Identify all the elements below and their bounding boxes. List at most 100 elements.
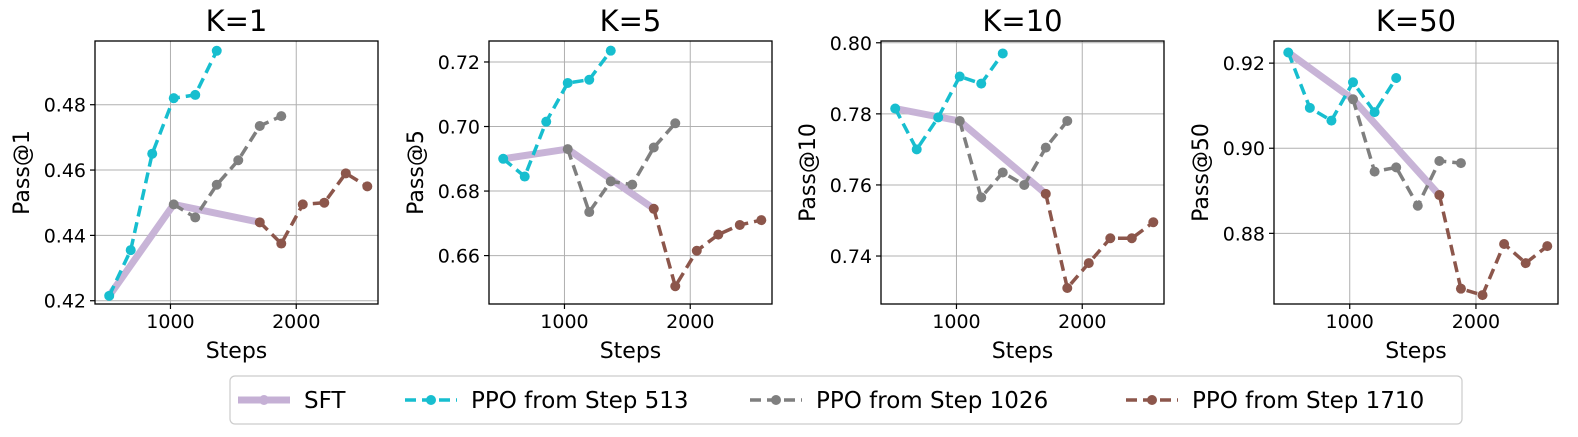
legend: SFT PPO from Step 513 PPO from Step 1026 PP…	[229, 375, 1463, 425]
y-tick-label: 0.88	[1223, 223, 1265, 245]
legend-box	[229, 375, 1463, 425]
x-tick-label: 1000	[932, 311, 980, 333]
data-point	[1369, 107, 1380, 118]
series-line-ppo-from-step-1710	[1044, 193, 1155, 290]
data-point	[1499, 238, 1510, 249]
plot-area	[890, 48, 1159, 294]
data-point	[519, 171, 530, 182]
legend-label: PPO from Step 513	[471, 388, 689, 414]
legend-swatch-marker	[1147, 395, 1157, 405]
panels: 1000 20000.420.440.460.48K=1StepsPass@110…	[10, 4, 1559, 364]
data-point	[997, 48, 1008, 59]
x-axis-label: Steps	[992, 339, 1054, 364]
y-tick-label: 0.78	[830, 104, 872, 126]
chart-title: K=1	[206, 4, 268, 38]
y-tick-label: 0.46	[44, 160, 86, 182]
x-tick-label: 1000	[540, 311, 588, 333]
data-point	[168, 93, 179, 104]
y-axis-label: Pass@50	[1189, 123, 1214, 222]
data-point	[211, 45, 222, 56]
data-point	[1542, 241, 1553, 252]
panel-k10: 1000 2000 0.74 0.76 0.78 0.80 K=10 Steps Pass@10	[796, 4, 1165, 364]
panel-k5: 1000 2000 0.66 0.68 0.70 0.72 K=5 Steps Pass@5	[404, 4, 773, 364]
data-point	[1412, 200, 1423, 211]
data-point	[933, 112, 944, 123]
legend-label: PPO from Step 1710	[1192, 388, 1424, 414]
y-axis-label: Pass@5	[404, 130, 429, 215]
data-point	[1040, 188, 1051, 199]
y-tick-label: 0.68	[438, 181, 480, 203]
y-tick-label: 0.44	[44, 225, 86, 247]
legend-item-ppo-from-step-1710: PPO from Step 1710	[1126, 388, 1424, 414]
data-point	[362, 181, 373, 192]
data-point	[211, 179, 222, 190]
data-point	[1520, 258, 1531, 269]
y-tick-label: 0.90	[1223, 138, 1265, 160]
data-point	[691, 245, 702, 256]
series-line-ppo-from-step-1710	[258, 171, 369, 246]
panel-k1: 1000 2000 0.42 0.44 0.46 0.48 K=1 Steps Pass@1	[10, 4, 379, 364]
series-line-ppo-from-step-513	[1286, 51, 1398, 123]
data-point	[605, 45, 616, 56]
data-point	[648, 203, 659, 214]
data-point	[648, 142, 659, 153]
data-point	[890, 103, 901, 114]
data-point	[1434, 156, 1445, 167]
data-point	[627, 179, 638, 190]
plot-area	[104, 45, 373, 301]
data-point	[954, 115, 965, 126]
legend-item-ppo-from-step-513: PPO from Step 513	[405, 388, 689, 414]
chart-title: K=10	[982, 4, 1062, 38]
data-point	[562, 77, 573, 88]
data-point	[254, 120, 265, 131]
x-tick-label: 2000	[272, 311, 320, 333]
data-point	[976, 78, 987, 89]
data-point	[541, 116, 552, 127]
data-point	[584, 207, 595, 218]
series-line-sft	[1284, 49, 1443, 199]
y-tick-label: 0.66	[438, 246, 480, 268]
data-point	[562, 144, 573, 155]
data-point	[670, 281, 681, 292]
data-point	[1391, 73, 1402, 84]
data-point	[233, 155, 244, 166]
data-point	[125, 245, 136, 256]
data-point	[297, 199, 308, 210]
x-tick-label: 2000	[1452, 311, 1500, 333]
data-point	[147, 148, 158, 159]
y-tick-label: 0.80	[830, 33, 872, 55]
data-point	[1304, 102, 1315, 113]
x-tick-label: 1000	[146, 311, 194, 333]
axes-frame	[94, 40, 379, 305]
data-point	[1083, 258, 1094, 269]
legend-item-ppo-from-step-1026: PPO from Step 1026	[750, 388, 1048, 414]
y-tick-label: 0.72	[438, 52, 480, 74]
x-axis-label: Steps	[206, 339, 268, 364]
legend-label: PPO from Step 1026	[816, 388, 1048, 414]
legend-label: SFT	[304, 388, 346, 414]
y-axis-label: Pass@1	[10, 130, 35, 215]
y-tick-label: 0.70	[438, 117, 480, 139]
data-point	[168, 199, 179, 210]
data-point	[1148, 217, 1159, 228]
y-tick-label: 0.74	[830, 246, 872, 268]
legend-item-sft: SFT	[238, 388, 346, 414]
data-point	[584, 74, 595, 85]
axes-frame	[880, 40, 1165, 305]
y-tick-label: 0.76	[830, 175, 872, 197]
data-point	[1126, 233, 1137, 244]
data-point	[670, 118, 681, 129]
data-point	[713, 229, 724, 240]
series-line-ppo-from-step-513	[107, 50, 219, 297]
y-tick-label: 0.92	[1223, 53, 1265, 75]
x-tick-label: 2000	[1058, 311, 1106, 333]
axes-frame	[488, 40, 773, 305]
data-point	[605, 176, 616, 187]
data-point	[911, 144, 922, 155]
data-point	[756, 215, 767, 226]
plot-area	[1283, 47, 1553, 301]
y-tick-label: 0.42	[44, 291, 86, 313]
x-axis-label: Steps	[1385, 339, 1447, 364]
series-line-ppo-from-step-1710	[1437, 194, 1549, 297]
data-point	[276, 238, 287, 249]
